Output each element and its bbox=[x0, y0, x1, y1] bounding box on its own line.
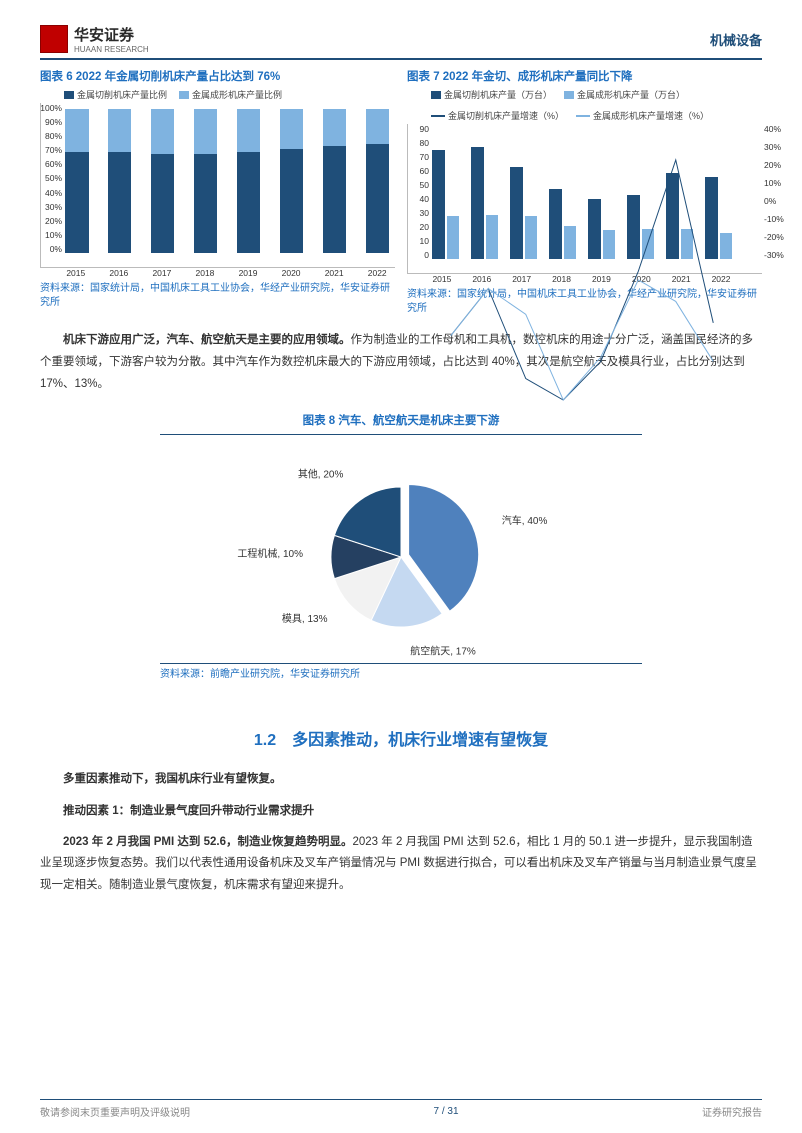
pie-label: 其他, 20% bbox=[298, 467, 344, 480]
chart7-bar-pair bbox=[666, 130, 693, 259]
chart8-source: 资料来源：前瞻产业研究院，华安证券研究所 bbox=[40, 668, 762, 682]
chart7-bar-pair bbox=[627, 130, 654, 259]
chart6-legend-1: 金属切削机床产量比例 bbox=[64, 88, 167, 101]
chart7-bar-pair bbox=[510, 130, 537, 259]
charts-row: 图表 6 2022 年金属切削机床产量占比达到 76% 金属切削机床产量比例 金… bbox=[40, 68, 762, 316]
chart6-plot bbox=[40, 103, 395, 268]
chart6-title: 图表 6 2022 年金属切削机床产量占比达到 76% bbox=[40, 68, 395, 84]
chart7-legend-l2: 金属成形机床产量增速（%） bbox=[576, 109, 709, 122]
chart8-title: 图表 8 汽车、航空航天是机床主要下游 bbox=[40, 412, 762, 428]
chart8-pie: 汽车, 40% 航空航天, 17% 模具, 13% 工程机械, 10% 其他, 20% bbox=[221, 447, 581, 657]
section-heading: 1.2 多因素推动，机床行业增速有望恢复 bbox=[40, 726, 762, 750]
section-para-bold: 2023 年 2 月我国 PMI 达到 52.6，制造业恢复趋势明显。 bbox=[63, 836, 352, 848]
company-name: 华安证券 bbox=[74, 24, 149, 45]
chart7-bar-pair bbox=[549, 130, 576, 259]
chart7-bar-pair bbox=[432, 130, 459, 259]
chart7-bar-pair bbox=[471, 130, 498, 259]
pie-label: 模具, 13% bbox=[282, 612, 328, 624]
page-header: 华安证券 HUAAN RESEARCH 机械设备 bbox=[40, 24, 762, 60]
chart6-bar bbox=[65, 109, 89, 253]
chart8-wrap: 汽车, 40% 航空航天, 17% 模具, 13% 工程机械, 10% 其他, 20% bbox=[40, 447, 762, 657]
logo-icon bbox=[40, 25, 68, 53]
chart6-legend-2: 金属成形机床产量比例 bbox=[179, 88, 282, 101]
pie-label: 航空航天, 17% bbox=[410, 644, 476, 656]
pie-label: 汽车, 40% bbox=[502, 514, 548, 527]
chart7-source: 资料来源：国家统计局，中国机床工具工业协会，华经产业研究院，华安证券研究所 bbox=[407, 288, 762, 316]
chart6-bar bbox=[194, 109, 218, 253]
section-para: 2023 年 2 月我国 PMI 达到 52.6，制造业恢复趋势明显。2023 … bbox=[40, 832, 762, 898]
chart7-legend-l1: 金属切削机床产量增速（%） bbox=[431, 109, 564, 122]
footer-page: 7 / 31 bbox=[433, 1106, 458, 1117]
page-footer: 敬请参阅末页重要声明及评级说明 7 / 31 证券研究报告 bbox=[40, 1099, 762, 1119]
para-downstream: 机床下游应用广泛，汽车、航空航天是主要的应用领域。作为制造业的工作母机和工具机，… bbox=[40, 330, 762, 396]
para1-bold: 机床下游应用广泛，汽车、航空航天是主要的应用领域。 bbox=[63, 334, 351, 346]
section-line2: 推动因素 1：制造业景气度回升带动行业需求提升 bbox=[40, 802, 762, 818]
chart7-bar-pair bbox=[705, 130, 732, 259]
chart7-bar-pair bbox=[588, 130, 615, 259]
chart7-plot bbox=[407, 124, 762, 274]
chart7-x-axis: 20152016201720182019202020212022 bbox=[407, 274, 762, 284]
footer-left: 敬请参阅末页重要声明及评级说明 bbox=[40, 1104, 190, 1119]
chart7-title: 图表 7 2022 年金切、成形机床产量同比下降 bbox=[407, 68, 762, 84]
company-sub: HUAAN RESEARCH bbox=[74, 45, 149, 54]
chart7-y-right: 40% 30% 20% 10% 0% -10% -20% -30% bbox=[764, 124, 792, 260]
chart6-bar bbox=[108, 109, 132, 253]
chart7-block: 图表 7 2022 年金切、成形机床产量同比下降 金属切削机床产量（万台） 金属… bbox=[407, 68, 762, 316]
chart6-block: 图表 6 2022 年金属切削机床产量占比达到 76% 金属切削机床产量比例 金… bbox=[40, 68, 395, 316]
chart7-legend: 金属切削机床产量（万台） 金属成形机床产量（万台） 金属切削机床产量增速（%） … bbox=[407, 88, 762, 122]
chart6-legend: 金属切削机床产量比例 金属成形机床产量比例 bbox=[40, 88, 395, 101]
footer-right: 证券研究报告 bbox=[702, 1104, 762, 1119]
chart6-bar bbox=[366, 109, 390, 253]
pie-label: 工程机械, 10% bbox=[237, 547, 303, 560]
logo-block: 华安证券 HUAAN RESEARCH bbox=[40, 24, 149, 54]
chart6-bar bbox=[237, 109, 261, 253]
chart6-x-axis: 20152016201720182019202020212022 bbox=[40, 268, 395, 278]
logo-text-wrap: 华安证券 HUAAN RESEARCH bbox=[74, 24, 149, 54]
chart7-legend-b1: 金属切削机床产量（万台） bbox=[431, 88, 552, 101]
chart6-bar bbox=[280, 109, 304, 253]
chart6-bar bbox=[151, 109, 175, 253]
chart6-bar bbox=[323, 109, 347, 253]
chart6-source: 资料来源：国家统计局，中国机床工具工业协会，华经产业研究院，华安证券研究所 bbox=[40, 282, 395, 310]
header-category: 机械设备 bbox=[710, 30, 762, 49]
chart7-legend-b2: 金属成形机床产量（万台） bbox=[564, 88, 685, 101]
section-line1: 多重因素推动下，我国机床行业有望恢复。 bbox=[40, 770, 762, 786]
